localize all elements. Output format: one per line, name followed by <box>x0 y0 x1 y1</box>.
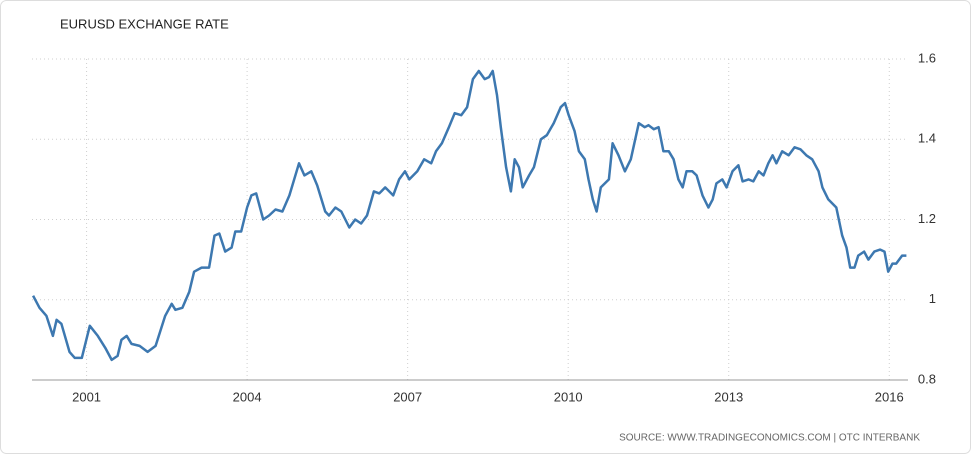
x-tick-label: 2010 <box>554 389 583 404</box>
x-tick-label: 2004 <box>233 389 262 404</box>
chart-title: EURUSD EXCHANGE RATE <box>60 16 229 31</box>
x-tick-label: 2013 <box>714 389 743 404</box>
source: SOURCE: WWW.TRADINGECONOMICS.COM | OTC I… <box>619 433 920 444</box>
y-tick-label: 1.6 <box>918 50 936 65</box>
x-tick-label: 2016 <box>875 389 904 404</box>
y-tick-label: 1.2 <box>918 211 936 226</box>
y-tick-label: 1 <box>929 291 936 306</box>
y-tick-label: 0.8 <box>918 371 936 386</box>
y-tick-label: 1.4 <box>918 131 936 146</box>
x-tick-label: 2007 <box>393 389 422 404</box>
line-series <box>31 69 907 362</box>
x-tick-label: 2001 <box>72 389 101 404</box>
